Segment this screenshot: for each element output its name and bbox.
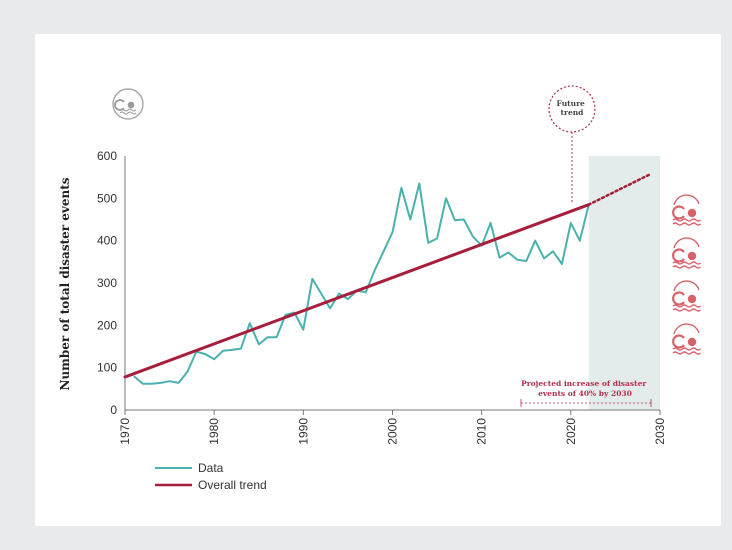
y-tick-label: 600 <box>97 149 117 163</box>
legend-trend-label: Overall trend <box>198 478 267 492</box>
disaster-chart: 0 100 200 300 400 500 600 1970 1980 1990 2000 2010… <box>58 85 702 492</box>
projected-annotation: Projected increase of disaster events of… <box>521 379 649 398</box>
flood-icon <box>672 194 702 226</box>
flood-icon <box>672 237 702 269</box>
legend-data-label: Data <box>198 461 224 475</box>
future-region <box>588 156 660 410</box>
x-tick-label: 2010 <box>475 418 489 445</box>
y-tick-label: 0 <box>110 403 117 417</box>
x-tick-label: 2030 <box>653 418 667 445</box>
flood-icon <box>112 88 144 120</box>
series-layer <box>123 172 653 385</box>
x-tick-label: 1970 <box>118 418 132 445</box>
future-trend-label: Future trend <box>557 99 588 117</box>
x-tick-label: 2020 <box>564 418 578 445</box>
y-tick-label: 300 <box>97 276 117 290</box>
y-axis-label: Number of total disaster events <box>58 177 72 390</box>
series-data-line <box>133 182 590 385</box>
x-tick-label: 2000 <box>386 418 400 445</box>
y-tick-label: 500 <box>97 191 117 205</box>
legend: Data Overall trend <box>155 461 267 492</box>
y-tick-label: 400 <box>97 234 117 248</box>
y-tick-label: 100 <box>97 361 117 375</box>
projected-range-bracket <box>520 399 652 407</box>
flood-icon <box>672 323 702 355</box>
y-tick-label: 200 <box>97 318 117 332</box>
side-icons <box>672 194 702 355</box>
chart-card: 0 100 200 300 400 500 600 1970 1980 1990 2000 2010… <box>35 34 721 526</box>
trend-projection-line <box>587 172 653 206</box>
x-tick-label: 1990 <box>296 418 310 445</box>
future-trend-circle <box>548 85 596 133</box>
flood-icon <box>672 280 702 312</box>
x-ticks: 1970 1980 1990 2000 2010 2020 2030 <box>118 410 667 445</box>
x-tick-label: 1980 <box>207 418 221 445</box>
y-ticks: 0 100 200 300 400 500 600 <box>97 149 117 417</box>
series-trend-line <box>123 203 591 379</box>
